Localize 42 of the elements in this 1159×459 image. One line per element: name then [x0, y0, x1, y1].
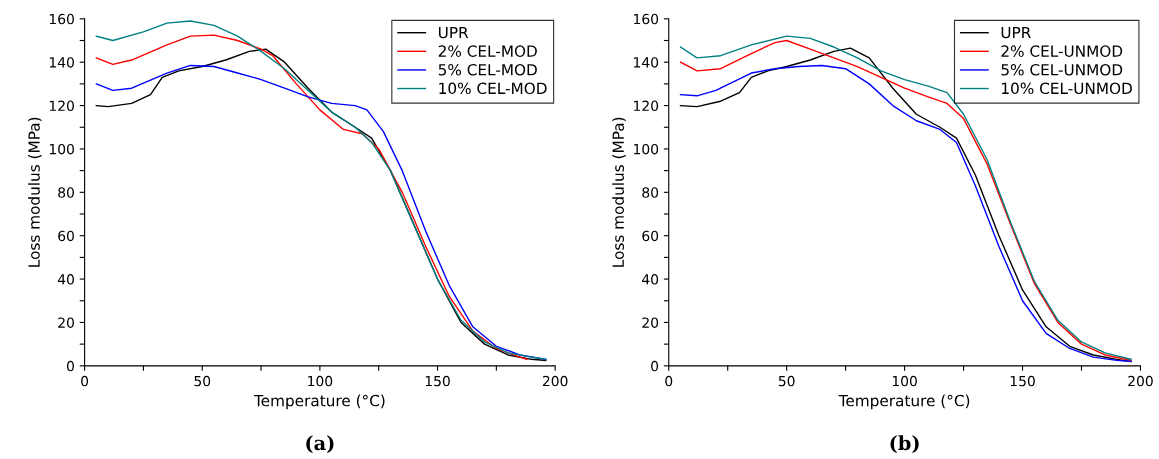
- legend-label: UPR: [1001, 26, 1031, 39]
- y-tick-label: 140: [634, 57, 659, 68]
- y-tick-label: 100: [49, 143, 74, 155]
- y-tick-label: 60: [642, 230, 659, 242]
- y-axis-title: Loss modulus (MPa): [28, 117, 42, 267]
- y-tick-label: 80: [642, 187, 659, 198]
- x-tick-label: 200: [1128, 375, 1153, 387]
- x-tick-label: 100: [308, 375, 333, 387]
- x-tick-label: 150: [425, 375, 450, 387]
- legend-label: 5% CEL-MOD: [438, 63, 537, 76]
- x-tick-label: 50: [194, 375, 211, 387]
- x-tick-label: 150: [1010, 375, 1035, 387]
- legend-label: UPR: [438, 26, 469, 39]
- x-tick-label: 0: [81, 375, 89, 387]
- y-tick-label: 120: [634, 100, 659, 112]
- text: (a): [306, 435, 334, 454]
- y-tick-label: 0: [651, 360, 659, 372]
- y-tick-label: 40: [57, 274, 74, 285]
- y-tick-label: 60: [58, 230, 74, 242]
- y-tick-label: 140: [49, 57, 74, 68]
- x-axis-title: Temperature (°C): [838, 394, 970, 410]
- y-axis-title: Loss modulus (MPa): [612, 117, 626, 267]
- legend-label: 5% CEL-UNMOD: [1001, 63, 1123, 76]
- legend-label: 2% CEL-UNMOD: [1001, 45, 1123, 57]
- y-tick-label: 80: [58, 187, 74, 198]
- legend-label: 2% CEL-MOD: [438, 45, 537, 57]
- x-axis-title: Temperature (°C): [253, 394, 385, 410]
- text: (b): [890, 435, 919, 454]
- x-tick-label: 50: [778, 375, 795, 387]
- legend-label: 10% CEL-UNMOD: [1002, 82, 1132, 95]
- y-tick-label: 160: [49, 13, 74, 25]
- x-tick-label: 100: [892, 375, 917, 387]
- y-tick-label: 20: [642, 317, 659, 328]
- y-tick-label: 0: [66, 360, 74, 372]
- y-tick-label: 100: [634, 143, 659, 155]
- x-tick-label: 200: [542, 375, 568, 387]
- y-tick-label: 40: [642, 274, 659, 285]
- x-tick-label: 0: [665, 375, 673, 387]
- y-tick-label: 160: [634, 13, 659, 25]
- legend-label: 10% CEL-MOD: [439, 82, 547, 95]
- y-tick-label: 20: [58, 317, 74, 328]
- y-tick-label: 120: [49, 100, 74, 112]
